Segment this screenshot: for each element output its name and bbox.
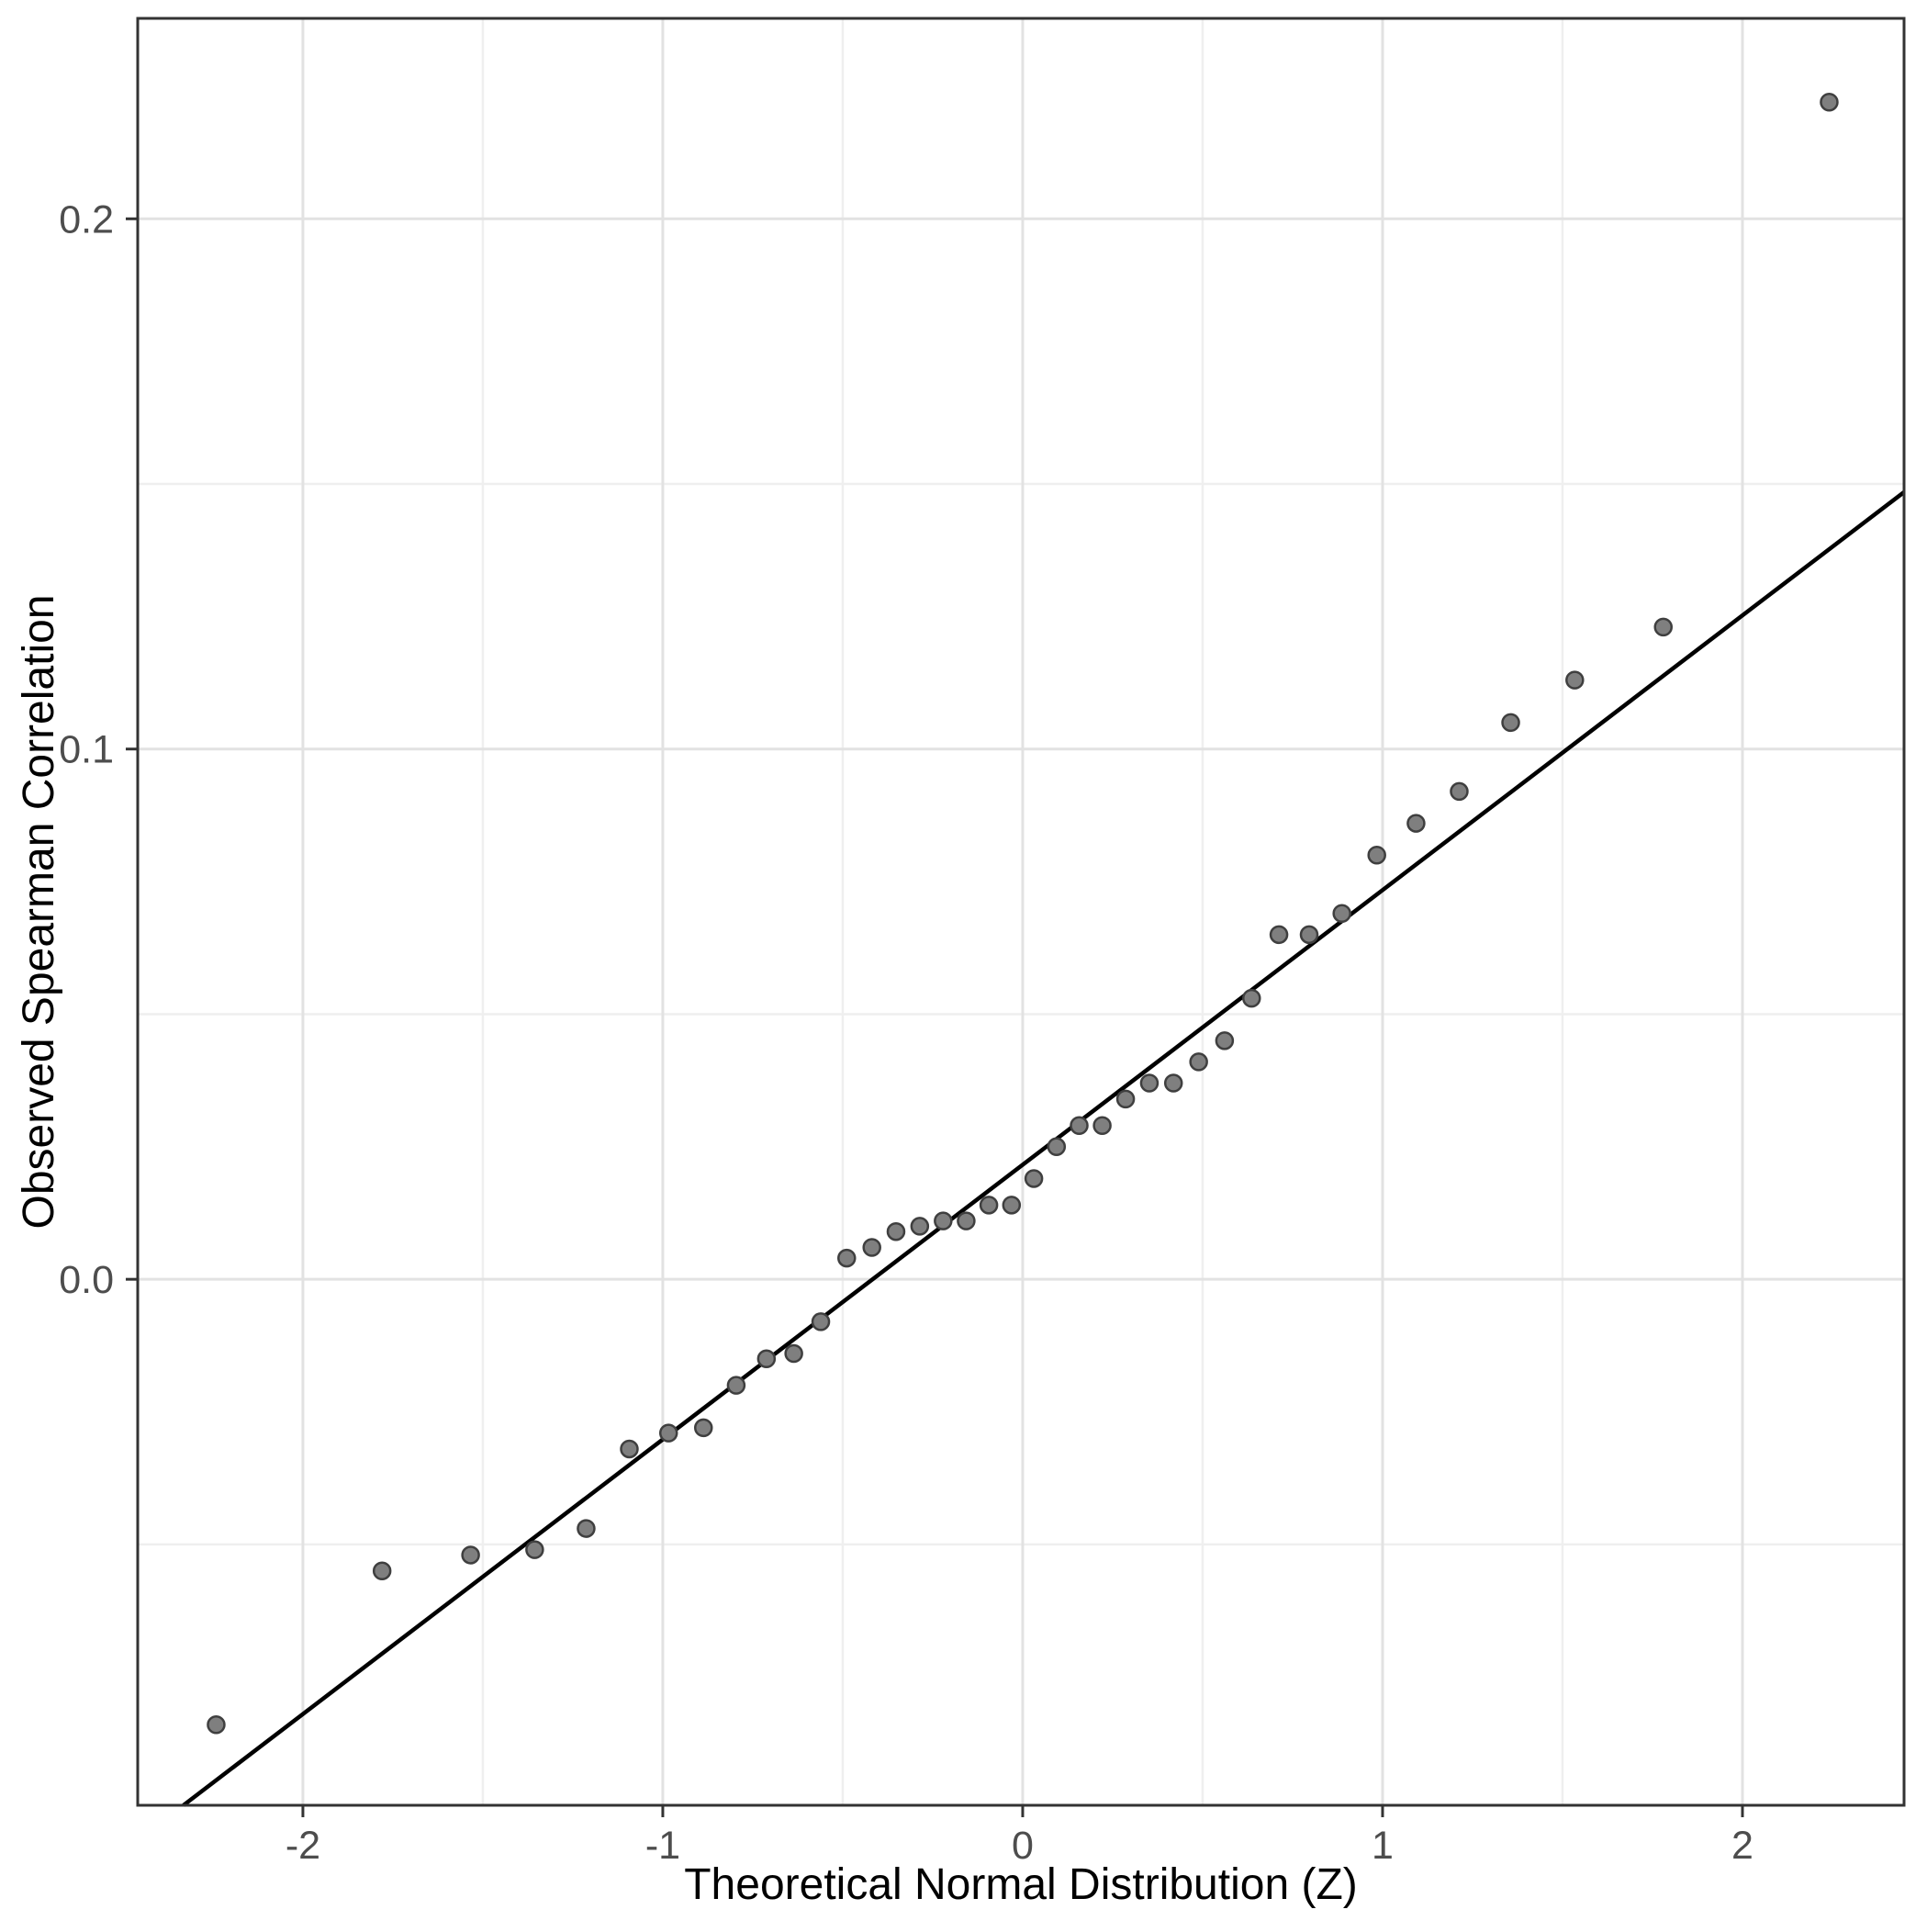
x-axis-tick-label: 0: [1012, 1824, 1034, 1868]
data-point: [461, 1545, 480, 1565]
data-point: [886, 1221, 906, 1241]
data-point: [811, 1312, 831, 1331]
x-axis-tick-label: 1: [1372, 1824, 1394, 1868]
data-point: [1450, 781, 1469, 802]
data-point: [207, 1714, 226, 1735]
y-axis-tick-label: 0.1: [59, 728, 114, 772]
data-point: [1215, 1031, 1235, 1050]
data-point: [862, 1238, 881, 1257]
data-point: [1139, 1073, 1160, 1093]
data-point: [1092, 1116, 1112, 1135]
x-axis-title: Theoretical Normal Distribution (Z): [684, 1860, 1358, 1909]
data-point: [1002, 1196, 1022, 1215]
data-point: [1163, 1073, 1183, 1093]
data-point: [1242, 988, 1261, 1008]
gridlines-major: [138, 18, 1904, 1805]
data-point: [979, 1196, 999, 1215]
y-axis-tick-label: 0.2: [59, 197, 114, 242]
data-point: [693, 1418, 713, 1438]
data-point: [658, 1423, 678, 1443]
data-point: [577, 1519, 596, 1538]
data-point: [1565, 670, 1585, 690]
data-point: [1189, 1052, 1208, 1072]
qq-reference-line: [182, 490, 1906, 1807]
data-point: [756, 1349, 777, 1369]
data-points-layer: [207, 92, 1839, 1735]
axis-tick-labels-layer: -2 -1 0 1 2 0.0 0.1 0.2: [59, 197, 1753, 1868]
data-point: [1406, 814, 1426, 833]
data-point: [934, 1211, 953, 1230]
data-point: [1299, 925, 1319, 945]
data-point: [1367, 845, 1386, 865]
data-point: [525, 1540, 544, 1559]
panel-border: [136, 17, 1906, 1807]
data-point: [784, 1343, 803, 1364]
data-point: [726, 1376, 746, 1395]
data-point: [1501, 713, 1520, 733]
x-axis-tick-label: 2: [1731, 1824, 1753, 1868]
data-point: [910, 1217, 930, 1236]
y-axis-title: Observed Spearman Correlation: [15, 594, 63, 1229]
x-axis-tick-label: -2: [286, 1824, 320, 1868]
data-point: [1047, 1137, 1067, 1157]
data-point: [1070, 1116, 1089, 1135]
data-point: [1115, 1089, 1136, 1109]
data-point: [620, 1439, 639, 1459]
data-point: [1332, 904, 1351, 923]
x-axis-tick-label: -1: [645, 1824, 680, 1868]
data-point: [372, 1561, 392, 1581]
data-point: [1820, 92, 1839, 112]
data-point: [837, 1248, 857, 1268]
reference-line-layer: [182, 490, 1906, 1807]
data-point: [957, 1211, 976, 1230]
panel-border-layer: [136, 17, 1906, 1807]
gridlines-minor: [138, 18, 1904, 1805]
panel-background: [138, 18, 1904, 1805]
axis-ticks-layer: [126, 217, 1744, 1817]
data-point: [1653, 617, 1673, 637]
y-axis-tick-label: 0.0: [59, 1258, 114, 1302]
data-point: [1024, 1169, 1044, 1188]
data-point: [1269, 925, 1289, 945]
